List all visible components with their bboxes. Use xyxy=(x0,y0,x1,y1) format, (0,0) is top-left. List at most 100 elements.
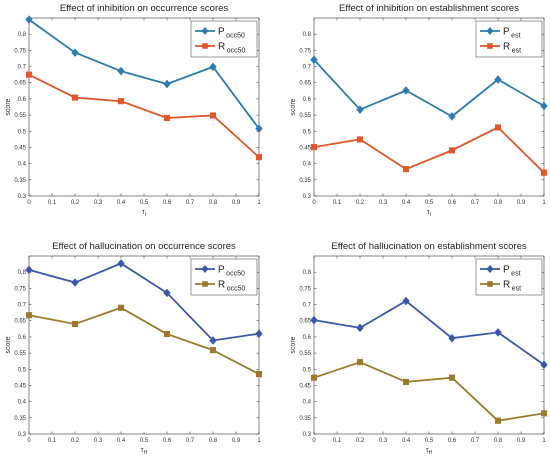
x-axis-label-symbol: τ xyxy=(427,209,430,216)
legend-entry-name: R xyxy=(503,280,510,291)
y-tick-label: 0.45 xyxy=(14,145,26,151)
data-point-marker xyxy=(255,371,263,378)
series-line-r xyxy=(313,126,545,174)
x-tick-label: 0.9 xyxy=(517,200,526,206)
x-tick-label: 0.1 xyxy=(333,438,342,444)
data-point-marker xyxy=(494,75,502,84)
x-tick-label: 0.7 xyxy=(186,438,195,444)
data-point-marker xyxy=(209,62,217,72)
data-point-marker xyxy=(402,86,410,95)
y-tick-label: 0.65 xyxy=(14,319,26,325)
x-tick-label: 0.9 xyxy=(517,438,526,444)
y-tick-label: 0.3 xyxy=(303,432,312,438)
data-point-marker xyxy=(494,124,502,131)
data-point-marker xyxy=(255,329,263,339)
x-axis-label: τI xyxy=(427,209,431,218)
legend-entry-name: R xyxy=(218,280,225,291)
y-tick-label: 0.5 xyxy=(18,129,27,135)
data-point-marker xyxy=(25,15,33,25)
legend-marker xyxy=(487,281,493,287)
x-tick-label: 1 xyxy=(257,200,261,206)
y-tick-label: 0.35 xyxy=(14,178,26,184)
data-point-marker xyxy=(25,71,33,78)
data-point-marker xyxy=(310,374,318,381)
y-tick-label: 0.8 xyxy=(303,32,312,38)
chart-title: Effect of hallucination on establishment… xyxy=(331,241,526,252)
chart-title: Effect of inhibition on occurrence score… xyxy=(60,3,229,14)
x-tick-label: 0.2 xyxy=(356,438,365,444)
data-point-marker xyxy=(25,265,33,275)
y-tick-label: 0.75 xyxy=(14,286,26,292)
legend-entry-name: R xyxy=(503,42,510,53)
x-tick-label: 0.2 xyxy=(71,438,80,444)
y-tick-label: 0.55 xyxy=(14,351,26,357)
legend-entry-subscript: est xyxy=(511,33,520,40)
series-line-r xyxy=(28,73,260,158)
x-tick-label: 0.4 xyxy=(402,200,411,206)
legend-marker xyxy=(202,281,208,287)
x-tick-label: 1 xyxy=(257,438,261,444)
x-tick-label: 0.1 xyxy=(333,200,342,206)
data-point-marker xyxy=(494,417,502,424)
y-tick-label: 0.8 xyxy=(18,270,27,276)
x-tick-label: 0.1 xyxy=(48,438,57,444)
x-tick-label: 0.6 xyxy=(163,200,172,206)
y-tick-label: 0.7 xyxy=(303,303,312,309)
data-point-marker xyxy=(310,315,318,325)
legend-entry-subscript: est xyxy=(511,271,520,278)
data-point-marker xyxy=(356,136,364,143)
x-axis-label: τH xyxy=(141,447,148,456)
y-tick-label: 0.35 xyxy=(299,178,311,184)
y-tick-label: 0.5 xyxy=(303,129,312,135)
data-point-marker xyxy=(209,112,217,119)
x-tick-label: 1 xyxy=(542,438,546,444)
x-tick-label: 0.4 xyxy=(117,200,126,206)
data-point-marker xyxy=(117,259,125,268)
data-point-marker xyxy=(117,98,125,105)
data-point-marker xyxy=(540,360,548,370)
x-axis-label: τH xyxy=(426,447,433,456)
x-tick-label: 0.6 xyxy=(163,438,172,444)
legend-entry-name: P xyxy=(218,27,225,38)
data-point-marker xyxy=(540,101,548,111)
y-tick-label: 0.45 xyxy=(299,145,311,151)
legend-entry-subscript: occ50 xyxy=(227,286,246,293)
chart-panel-inhibition-establishment: Effect of inhibition on establishment sc… xyxy=(290,3,548,218)
data-point-marker xyxy=(71,320,79,328)
data-point-marker xyxy=(117,304,125,311)
data-point-marker xyxy=(71,48,79,58)
y-tick-label: 0.35 xyxy=(14,416,26,422)
chart-panel-hallucination-establishment: Effect of hallucination on establishment… xyxy=(290,241,548,456)
y-tick-label: 0.5 xyxy=(18,367,27,373)
x-tick-label: 0.1 xyxy=(48,200,57,206)
x-axis-label: τI xyxy=(142,209,146,218)
x-tick-label: 0.9 xyxy=(232,200,241,206)
y-tick-label: 0.7 xyxy=(18,65,27,71)
x-tick-label: 0.3 xyxy=(94,438,103,444)
data-point-marker xyxy=(356,323,364,333)
x-tick-label: 0.7 xyxy=(471,438,480,444)
data-point-marker xyxy=(356,105,364,114)
x-tick-label: 1 xyxy=(542,200,546,206)
legend-box xyxy=(475,20,543,58)
y-tick-label: 0.3 xyxy=(18,432,27,438)
data-point-marker xyxy=(209,336,217,345)
y-tick-label: 0.75 xyxy=(299,48,311,54)
y-axis-label: score xyxy=(290,336,297,353)
data-point-marker xyxy=(448,333,456,343)
data-point-marker xyxy=(310,144,318,151)
y-tick-label: 0.75 xyxy=(14,48,26,54)
x-axis-label-symbol: τ xyxy=(142,209,145,216)
x-axis-label-subscript: H xyxy=(429,450,433,456)
y-tick-label: 0.55 xyxy=(14,113,26,119)
y-tick-label: 0.65 xyxy=(14,81,26,87)
data-point-marker xyxy=(448,147,456,154)
